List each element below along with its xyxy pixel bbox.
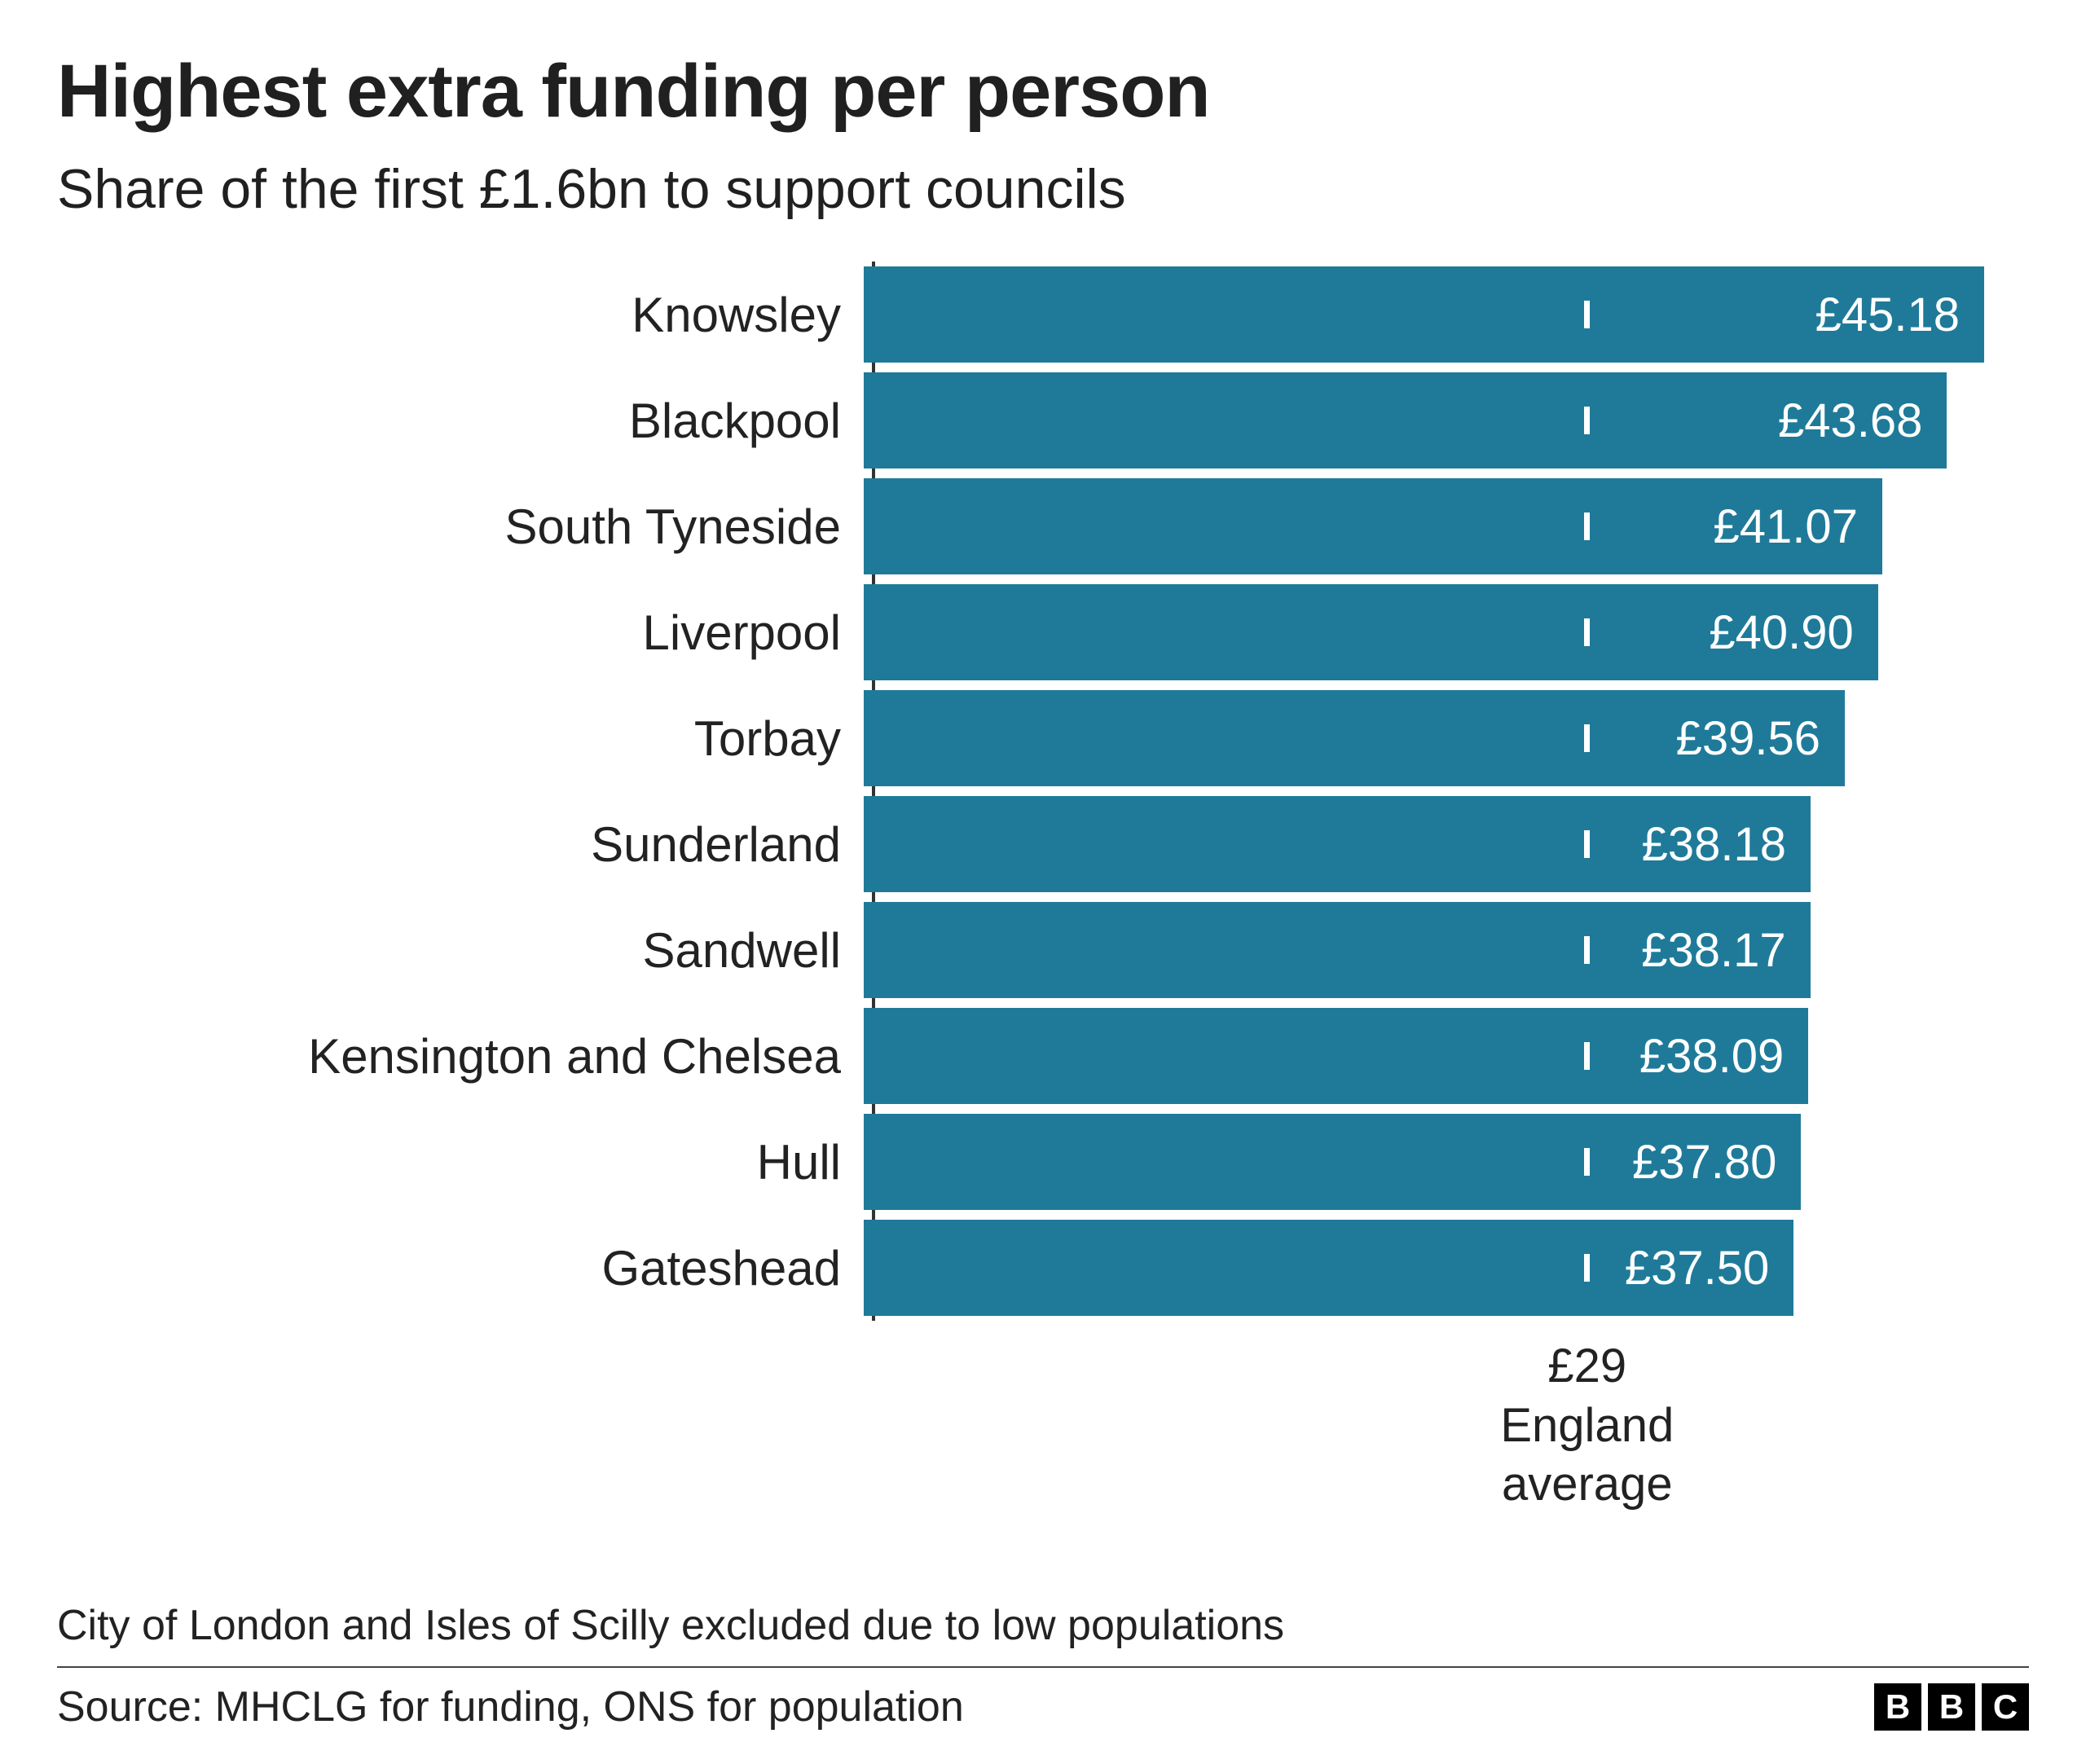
bar-wrap: £40.90 <box>864 579 2005 685</box>
bar-value-label: £38.18 <box>1642 817 1786 872</box>
bar-chart: £29 England average Knowsley£45.18Blackp… <box>57 262 2029 1353</box>
bar-wrap: £37.80 <box>864 1109 2005 1215</box>
bar-value-label: £43.68 <box>1778 394 1922 448</box>
bar: £37.80 <box>864 1114 1801 1210</box>
category-label: Knowsley <box>57 287 864 343</box>
bar-value-label: £38.17 <box>1641 923 1785 978</box>
bar: £43.68 <box>864 372 1947 468</box>
bar-wrap: £37.50 <box>864 1215 2005 1321</box>
bar: £41.07 <box>864 478 1882 574</box>
chart-container: Highest extra funding per person Share o… <box>0 0 2086 1764</box>
bar: £45.18 <box>864 266 1984 363</box>
bar-row: Blackpool £43.68 <box>57 367 2005 473</box>
category-label: Sandwell <box>57 922 864 979</box>
chart-footer: City of London and Isles of Scilly exclu… <box>57 1601 2029 1731</box>
reference-dash <box>1584 830 1590 858</box>
chart-subtitle: Share of the first £1.6bn to support cou… <box>57 157 2029 221</box>
bar-row: Liverpool £40.90 <box>57 579 2005 685</box>
bar-row: Hull £37.80 <box>57 1109 2005 1215</box>
reference-dash <box>1584 936 1590 964</box>
reference-dash <box>1584 618 1590 646</box>
bar-value-label: £39.56 <box>1676 711 1820 766</box>
reference-text-1: England <box>1500 1399 1674 1452</box>
reference-dash <box>1584 1254 1590 1282</box>
bar-wrap: £39.56 <box>864 685 2005 791</box>
bar: £38.17 <box>864 902 1811 998</box>
bar-value-label: £40.90 <box>1709 605 1853 660</box>
category-label: Torbay <box>57 710 864 767</box>
category-label: Kensington and Chelsea <box>57 1028 864 1084</box>
bar: £39.56 <box>864 690 1845 786</box>
bar-wrap: £38.09 <box>864 1003 2005 1109</box>
logo-letter: B <box>1928 1683 1975 1731</box>
bar-wrap: £38.18 <box>864 791 2005 897</box>
category-label: Hull <box>57 1134 864 1190</box>
reference-text-2: average <box>1502 1458 1673 1511</box>
category-label: Gateshead <box>57 1240 864 1296</box>
category-label: Blackpool <box>57 393 864 449</box>
reference-dash <box>1584 724 1590 752</box>
bar-row: Knowsley £45.18 <box>57 262 2005 367</box>
reference-label: £29 England average <box>1500 1337 1674 1515</box>
source-text: Source: MHCLG for funding, ONS for popul… <box>57 1683 964 1731</box>
bar: £40.90 <box>864 584 1878 680</box>
reference-value: £29 <box>1547 1339 1626 1392</box>
category-label: South Tyneside <box>57 499 864 555</box>
footnote: City of London and Isles of Scilly exclu… <box>57 1601 2029 1650</box>
bar: £38.09 <box>864 1008 1808 1104</box>
bar-wrap: £43.68 <box>864 367 2005 473</box>
bbc-logo: BBC <box>1874 1683 2029 1731</box>
bar-row: South Tyneside £41.07 <box>57 473 2005 579</box>
bar-row: Torbay £39.56 <box>57 685 2005 791</box>
bar-value-label: £41.07 <box>1714 499 1858 554</box>
divider <box>57 1666 2029 1668</box>
chart-title: Highest extra funding per person <box>57 49 2029 134</box>
logo-letter: B <box>1874 1683 1921 1731</box>
category-label: Sunderland <box>57 816 864 873</box>
source-row: Source: MHCLG for funding, ONS for popul… <box>57 1683 2029 1731</box>
bar-row: Kensington and Chelsea £38.09 <box>57 1003 2005 1109</box>
bar-value-label: £45.18 <box>1815 288 1960 342</box>
bar-row: Sunderland £38.18 <box>57 791 2005 897</box>
reference-dash <box>1584 407 1590 434</box>
category-label: Liverpool <box>57 605 864 661</box>
bar: £37.50 <box>864 1220 1793 1316</box>
bar-wrap: £41.07 <box>864 473 2005 579</box>
reference-dash <box>1584 512 1590 540</box>
bar-wrap: £38.17 <box>864 897 2005 1003</box>
logo-letter: C <box>1982 1683 2029 1731</box>
bar-row: Sandwell £38.17 <box>57 897 2005 1003</box>
bar-value-label: £37.50 <box>1625 1241 1769 1296</box>
reference-dash <box>1584 1148 1590 1176</box>
reference-dash <box>1584 301 1590 328</box>
bar-value-label: £37.80 <box>1632 1135 1776 1190</box>
bar-value-label: £38.09 <box>1639 1029 1784 1084</box>
bar: £38.18 <box>864 796 1811 892</box>
reference-dash <box>1584 1042 1590 1070</box>
bar-row: Gateshead £37.50 <box>57 1215 2005 1321</box>
bar-wrap: £45.18 <box>864 262 2005 367</box>
